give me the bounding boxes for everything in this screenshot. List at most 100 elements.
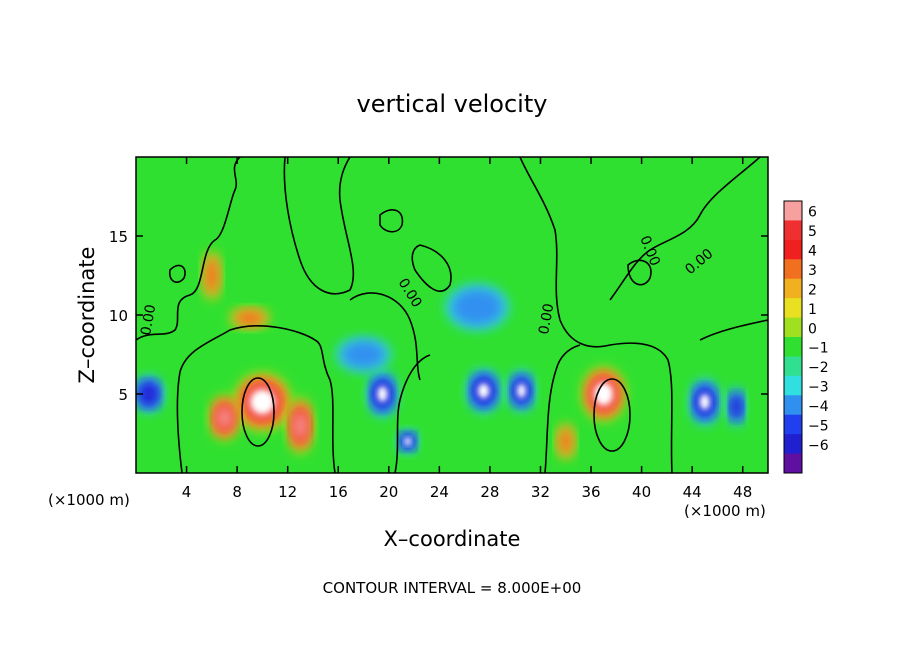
- x-tick-label: 32: [531, 483, 550, 501]
- field-contour-band: [558, 426, 574, 456]
- y-tick-label: 10: [109, 307, 128, 325]
- plot-area: 0.00 0.00 0.00 0.00 0.00: [136, 157, 768, 473]
- field-feature-down: [446, 284, 509, 330]
- colorbar-swatch: [784, 298, 802, 319]
- field-feature-down: [690, 379, 719, 425]
- x-axis-ticks: 4 8 12 16 20 24 28 32 36 40 44 48: [182, 157, 752, 501]
- colorbar-tick-label: 0: [808, 321, 817, 337]
- field-contour-band: [204, 255, 220, 296]
- x-tick-label: 20: [379, 483, 398, 501]
- field-contour-band: [517, 383, 526, 398]
- colorbar-swatch: [784, 278, 802, 299]
- field-feature-up: [583, 368, 625, 420]
- field-contour-band: [293, 410, 307, 441]
- colorbar-tick-label: 1: [808, 302, 817, 318]
- contour-line: [519, 157, 673, 473]
- field-feature-up: [288, 398, 313, 453]
- contour-line: [136, 157, 241, 341]
- field-feature-up: [557, 424, 575, 459]
- x-tick-label: 4: [182, 483, 192, 501]
- colorbar-swatch: [784, 453, 802, 474]
- colorbar-swatch: [784, 239, 802, 260]
- field-contour-band: [404, 437, 412, 446]
- field-contour-band: [377, 386, 388, 402]
- contour-label: 0.00: [536, 302, 557, 335]
- colorbar-frame: [783, 200, 803, 474]
- contour-line: [394, 354, 431, 473]
- contour-line: [283, 157, 355, 295]
- x-tick-label: 48: [733, 483, 752, 501]
- colorbar-swatch: [784, 414, 802, 435]
- x-unit-left: (×1000 m): [48, 491, 130, 509]
- contour-interval-footer: CONTOUR INTERVAL = 8.000E+00: [323, 579, 582, 597]
- field-feature-down: [136, 376, 163, 412]
- x-axis-label: X–coordinate: [384, 527, 521, 551]
- colorbar-tick-label: 2: [808, 282, 817, 298]
- colorbar-tick-label: −3: [808, 380, 829, 396]
- contour-line: [627, 259, 652, 286]
- colorbar-tick-label: −4: [808, 399, 829, 415]
- field-feature-up: [203, 252, 221, 299]
- colorbar-swatch: [784, 259, 802, 280]
- field-feature-down: [398, 430, 418, 453]
- field-contour-band: [340, 340, 387, 369]
- colorbar-tick-label: −2: [808, 360, 829, 376]
- contour-line: [593, 378, 631, 452]
- y-tick-label: 15: [109, 228, 128, 246]
- field-contour-band: [140, 383, 158, 405]
- x-tick-label: 40: [632, 483, 651, 501]
- colorbar-tick-label: 3: [808, 263, 817, 279]
- y-tick-label: 5: [118, 386, 128, 404]
- colorbar-tick-label: −5: [808, 418, 829, 434]
- colorbar-tick-label: 5: [808, 224, 817, 240]
- field-feature-up: [230, 308, 269, 328]
- y-axis-label: Z–coordinate: [75, 247, 99, 384]
- x-tick-label: 8: [232, 483, 242, 501]
- field-feature-up: [210, 396, 239, 440]
- colorbar-swatch: [784, 375, 802, 396]
- colorbar-swatch: [784, 434, 802, 455]
- x-tick-label: 28: [480, 483, 499, 501]
- colorbar-swatch: [784, 337, 802, 357]
- colorbar-swatch: [784, 395, 802, 416]
- contour-line: [241, 377, 275, 447]
- field-feature-down: [509, 370, 534, 411]
- field-contour-band: [233, 309, 266, 327]
- colorbar-tick-label: −6: [808, 438, 829, 454]
- y-axis-ticks: 5 10 15: [109, 228, 768, 404]
- x-unit-right: (×1000 m): [684, 502, 766, 520]
- contour-line: [609, 157, 761, 301]
- contour-line: [176, 325, 336, 473]
- field-contour-band: [699, 394, 710, 410]
- colorbar-tick-label: −1: [808, 341, 829, 357]
- contour-line: [168, 264, 186, 283]
- field-contour-band: [731, 395, 742, 419]
- field-feature-down: [336, 337, 391, 372]
- field-feature-down: [467, 369, 500, 412]
- colorbar: 6 5 4 3 2 1 0 −1 −2 −3 −4 −5 −6: [783, 200, 829, 474]
- field-contour-band: [251, 390, 274, 414]
- x-tick-label: 16: [329, 483, 348, 501]
- velocity-field: [136, 252, 745, 459]
- field-contour-band: [450, 288, 504, 327]
- contour-line: [699, 319, 768, 341]
- field-feature-down: [728, 387, 745, 426]
- field-contour-band: [216, 405, 233, 430]
- field-contour-band: [477, 383, 490, 399]
- contour-line: [379, 209, 404, 233]
- x-tick-label: 36: [581, 483, 600, 501]
- x-tick-label: 24: [430, 483, 449, 501]
- colorbar-swatch: [784, 317, 802, 338]
- zero-contour-lines: [136, 157, 768, 473]
- colorbar-swatch: [784, 220, 802, 241]
- colorbar-swatch: [784, 356, 802, 377]
- chart-title: vertical velocity: [357, 90, 548, 118]
- contour-label: 0.00: [138, 303, 159, 336]
- colorbar-tick-label: 6: [808, 205, 817, 221]
- contour-line: [544, 344, 581, 473]
- contour-line: [411, 244, 452, 292]
- colorbar-tick-label: 4: [808, 244, 817, 260]
- x-tick-label: 12: [278, 483, 297, 501]
- colorbar-swatch: [784, 201, 802, 221]
